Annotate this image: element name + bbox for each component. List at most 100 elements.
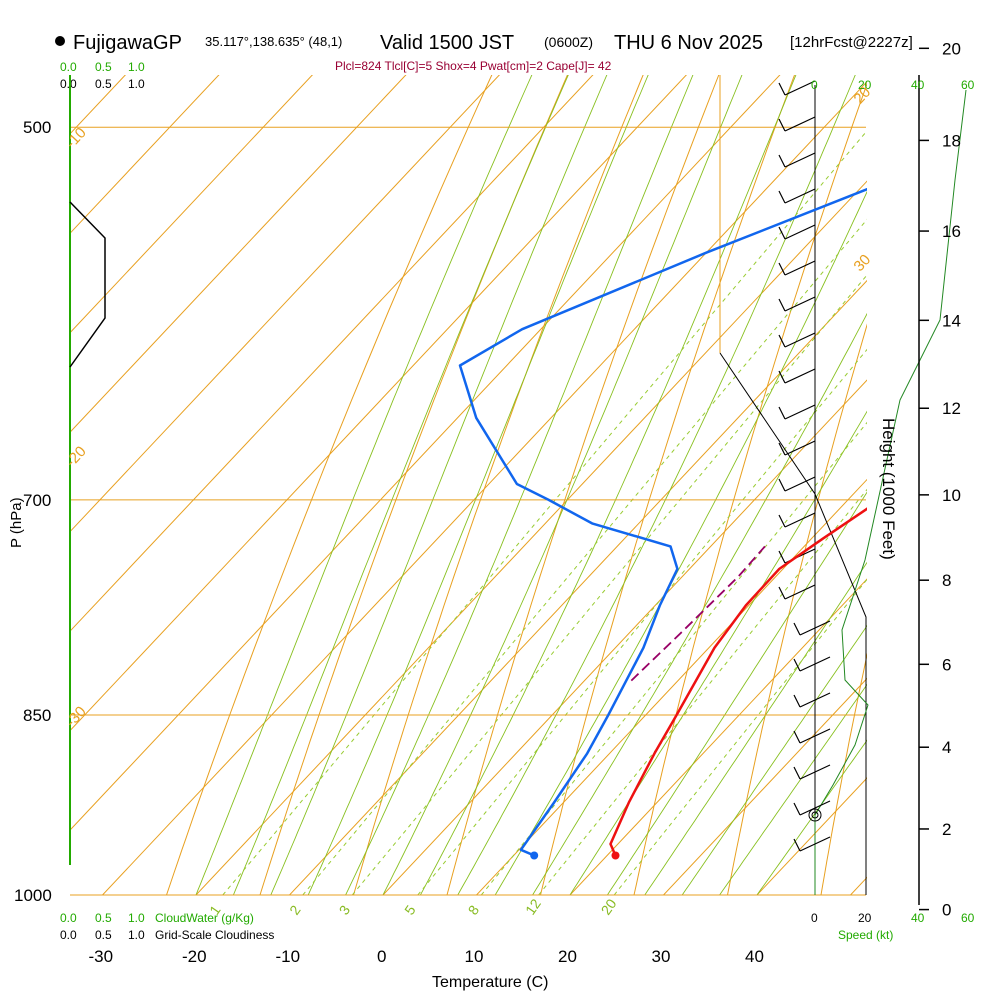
isotherm-line bbox=[476, 478, 867, 895]
valid-time: Valid 1500 JST bbox=[380, 32, 514, 54]
mixing-ratio-label: 12 bbox=[522, 896, 544, 918]
cloud-bottom-green-2: 1.0 bbox=[128, 911, 145, 925]
height-tick-label: 16 bbox=[942, 222, 961, 241]
cloud-top-black-0: 0.0 bbox=[60, 77, 77, 91]
dry-adiabat-line bbox=[540, 75, 796, 895]
isotherm-label: -20 bbox=[62, 443, 89, 470]
station-bullet-icon bbox=[55, 36, 65, 46]
station-name: FujigawaGP bbox=[73, 32, 182, 54]
moist-adiabat-lines bbox=[195, 75, 867, 895]
isotherm-labels: 100-10-20-300102030 bbox=[62, 84, 874, 731]
moist-adiabat-line bbox=[719, 683, 867, 895]
wind-barb-flag bbox=[793, 622, 801, 636]
forecast-info: [12hrFcst@2227z] bbox=[790, 34, 913, 51]
wind-barb-staff bbox=[784, 152, 816, 168]
x-tick-label: -20 bbox=[182, 947, 207, 966]
cloud-top-black-2: 1.0 bbox=[128, 77, 145, 91]
isotherm-label: -30 bbox=[62, 703, 89, 730]
moist-adiabat-line bbox=[457, 75, 856, 895]
wind-barb-flag bbox=[778, 334, 786, 348]
mixing-ratio-label: 20 bbox=[598, 896, 620, 918]
height-tick-label: 18 bbox=[942, 131, 961, 150]
isotherm-line bbox=[569, 578, 867, 895]
pressure-tick-label: 500 bbox=[23, 118, 51, 137]
isotherm-line bbox=[70, 75, 126, 135]
parcel-line bbox=[630, 545, 766, 682]
height-tick-label: 12 bbox=[942, 399, 961, 418]
moist-adiabat-line bbox=[607, 491, 867, 895]
wind-barb-staff bbox=[799, 620, 831, 636]
surface-wind-inner-icon bbox=[811, 811, 819, 819]
cloud-top-black-1: 0.5 bbox=[95, 77, 112, 91]
moist-adiabat-line bbox=[420, 75, 797, 895]
wind-barb-staff bbox=[784, 440, 816, 456]
moist-adiabat-line bbox=[569, 410, 867, 895]
isotherm-label: -10 bbox=[62, 124, 89, 151]
zulu-time: (0600Z) bbox=[544, 34, 593, 50]
dry-adiabat-line bbox=[633, 82, 867, 895]
dry-adiabat-line bbox=[166, 75, 493, 895]
wind-barb-flag bbox=[778, 442, 786, 456]
moist-adiabat-line bbox=[307, 75, 649, 895]
mixing-ratio-label: 5 bbox=[401, 902, 419, 918]
wind-barb-flag bbox=[778, 226, 786, 240]
temperature-surface-point bbox=[611, 851, 620, 860]
height-tick-label: 8 bbox=[942, 571, 951, 590]
wind-barb-staff bbox=[784, 296, 816, 312]
wind-barb-flag bbox=[778, 550, 786, 564]
dry-adiabat-line bbox=[259, 75, 568, 895]
wind-barb-staff bbox=[799, 656, 831, 672]
mixing-ratio-labels: 1 2 3 5 8 12 20 bbox=[206, 896, 620, 918]
x-tick-label: 40 bbox=[745, 947, 764, 966]
height-tick-label: 10 bbox=[942, 486, 961, 505]
wind-barb-staff bbox=[784, 404, 816, 420]
moist-adiabat-line bbox=[345, 75, 694, 895]
speed-top-40: 40 bbox=[911, 78, 925, 92]
x-tick-label: 20 bbox=[558, 947, 577, 966]
isotherm-line bbox=[70, 75, 781, 831]
pressure-tick-label: 1000 bbox=[14, 886, 52, 905]
cloud-scale-top: 0.0 0.5 1.0 0.0 0.5 1.0 bbox=[60, 60, 145, 91]
isotherm-lines bbox=[70, 75, 867, 895]
wind-barb-staff bbox=[784, 512, 816, 528]
wind-barb-staff bbox=[784, 224, 816, 240]
mixing-ratio-line bbox=[480, 421, 867, 895]
x-tick-label: -30 bbox=[89, 947, 114, 966]
mixing-ratio-line bbox=[417, 348, 867, 895]
wind-barb-staff bbox=[784, 80, 816, 96]
dry-adiabat-line bbox=[353, 75, 644, 895]
moist-adiabat-line bbox=[756, 739, 867, 895]
isotherm-label: 30 bbox=[850, 251, 874, 275]
wind-barb-staff bbox=[784, 260, 816, 276]
height-tick-label: 14 bbox=[942, 311, 961, 330]
x-tick-label: 30 bbox=[652, 947, 671, 966]
wind-barb-staff bbox=[784, 476, 816, 492]
temperature-ticks: -30 -20 -10 0 10 20 30 40 bbox=[89, 947, 764, 966]
wind-barb-flag bbox=[778, 298, 786, 312]
wind-barb-staff bbox=[799, 728, 831, 744]
temperature-line bbox=[609, 507, 867, 856]
surface-wind-circle-icon bbox=[808, 808, 822, 822]
wind-barb-flag bbox=[778, 514, 786, 528]
cloud-scale-bottom: 0.0 0.5 1.0 CloudWater (g/Kg) 0.0 0.5 1.… bbox=[60, 911, 274, 942]
cloudiness-profile bbox=[69, 201, 106, 368]
wind-barb-staff bbox=[784, 584, 816, 600]
isotherm-line bbox=[382, 379, 867, 895]
wind-barb-flag bbox=[778, 586, 786, 600]
wind-barb-flag bbox=[793, 802, 801, 816]
dry-adiabat-line bbox=[727, 323, 867, 895]
mixing-ratio-label: 3 bbox=[336, 902, 354, 918]
wind-barb-flag bbox=[793, 838, 801, 852]
wind-speed-profile bbox=[814, 89, 967, 895]
wind-barb-staff bbox=[784, 368, 816, 384]
moist-adiabat-line bbox=[681, 625, 867, 895]
wind-barb-staff bbox=[784, 116, 816, 132]
isotherm-line bbox=[195, 180, 867, 895]
wind-barb-flag bbox=[778, 478, 786, 492]
dry-adiabat-line bbox=[820, 652, 867, 895]
wind-barb-flag bbox=[778, 406, 786, 420]
moist-adiabat-line bbox=[270, 75, 608, 895]
speed-bottom-60: 60 bbox=[961, 911, 975, 925]
height-tick-label: 20 bbox=[942, 39, 961, 58]
height-axis-label: Height (1000 Feet) bbox=[879, 418, 898, 560]
